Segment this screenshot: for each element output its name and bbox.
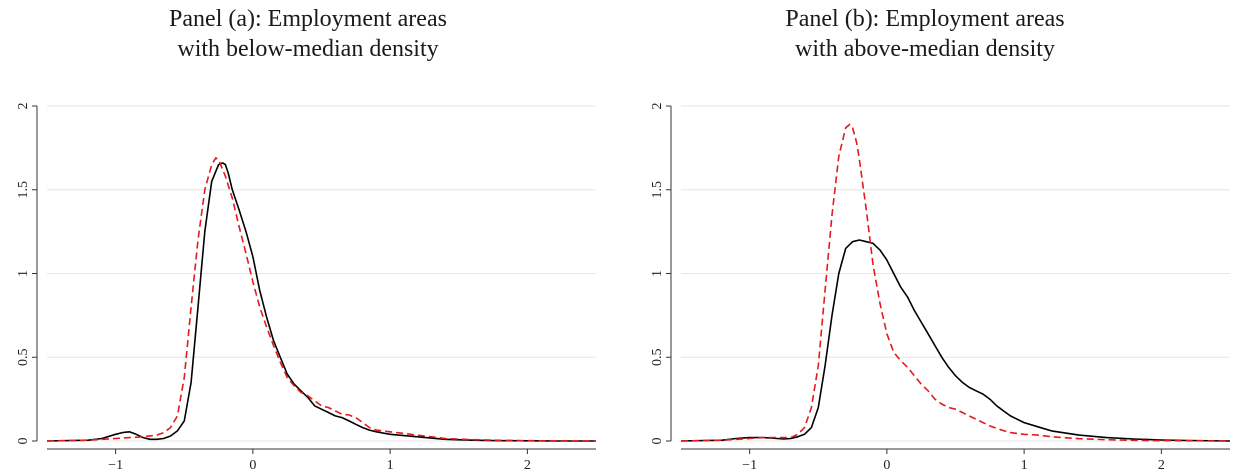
panel-b-x-tick-label-1: 0 [883, 458, 890, 473]
panel-a: Panel (a): Employment areas with below-m… [0, 0, 616, 474]
panel-b-y-tick-label-4: 2 [650, 103, 665, 110]
panel-b-title: Panel (b): Employment areas with above-m… [617, 4, 1233, 64]
panel-a-y-tick-label-0: 0 [16, 438, 31, 445]
panel-a-plot: 0 0.5 1 1.5 2 −1 0 1 2 [16, 103, 597, 473]
panel-a-x-tick-label-3: 2 [524, 458, 531, 473]
panel-b-series-0-line [680, 239, 1231, 442]
panel-a-y-tick-label-4: 2 [16, 103, 31, 110]
panel-a-title-line-1: Panel (a): Employment areas [169, 6, 447, 32]
panel-b-series-1-line [680, 123, 1231, 442]
panel-b-y-tick-label-1: 0.5 [650, 349, 665, 367]
panel-b-plot: 0 0.5 1 1.5 2 −1 0 1 2 [650, 103, 1231, 473]
panel-b-x-tick-label-2: 1 [1021, 458, 1028, 473]
panel-a-x-tick-label-0: −1 [108, 458, 123, 473]
panel-a-series-1-line [46, 157, 597, 442]
panel-b-x-tick-label-0: −1 [742, 458, 757, 473]
panel-a-title: Panel (a): Employment areas with below-m… [0, 4, 616, 64]
panel-b: Panel (b): Employment areas with above-m… [617, 0, 1233, 474]
panel-b-x-tick-label-3: 2 [1158, 458, 1165, 473]
panel-a-x-tick-label-1: 0 [249, 458, 256, 473]
panel-b-y-tick-label-3: 1.5 [650, 181, 665, 199]
panel-a-y-tick-label-3: 1.5 [16, 181, 31, 199]
panel-a-title-line-2: with below-median density [177, 36, 439, 62]
panel-a-y-tick-label-1: 0.5 [16, 349, 31, 367]
panel-a-y-tick-label-2: 1 [16, 270, 31, 277]
panel-a-x-tick-label-2: 1 [387, 458, 394, 473]
panel-a-series-0-line [46, 162, 596, 442]
panel-b-title-line-1: Panel (b): Employment areas [785, 6, 1065, 32]
panel-b-y-tick-label-0: 0 [650, 438, 665, 445]
panel-b-y-tick-label-2: 1 [650, 270, 665, 277]
panel-b-title-line-2: with above-median density [795, 36, 1055, 62]
